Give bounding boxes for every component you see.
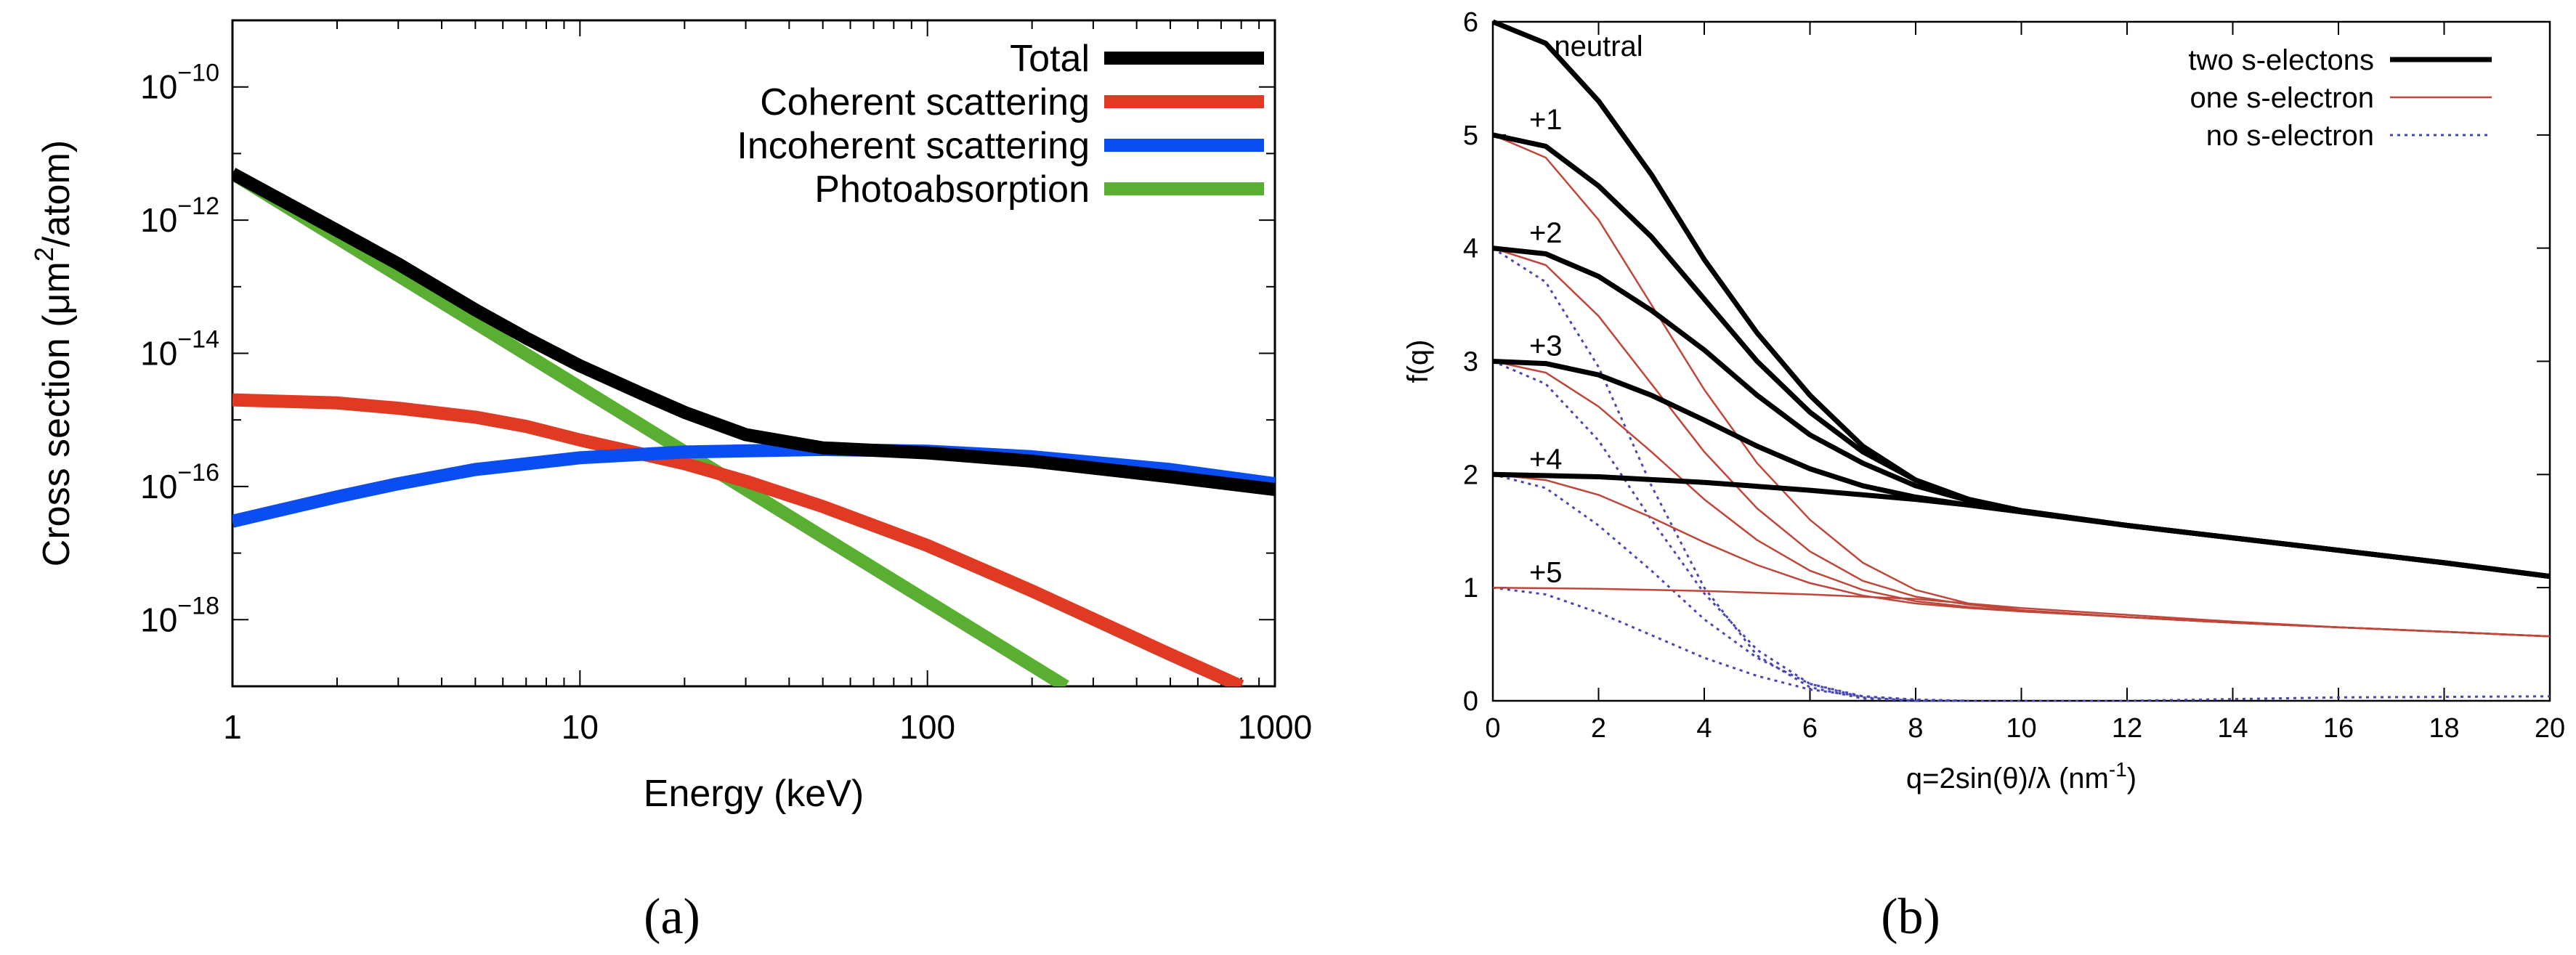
legend-label-total: Total: [1010, 38, 1090, 80]
x-tick-label: 18: [2429, 713, 2459, 744]
charge-label-1: +1: [1529, 104, 1563, 136]
charge-label-2: +2: [1529, 217, 1563, 249]
caption-a: (a): [644, 889, 700, 945]
y-tick-label: 10−10: [140, 60, 219, 106]
legend-label-two-s-electons: two s-electons: [2188, 44, 2374, 76]
y-tick-label: 10−18: [140, 592, 219, 638]
y-tick-base: 10: [140, 601, 177, 638]
charge-label-neutral: neutral: [1554, 31, 1643, 62]
series-line-no-s-electron-2: [1493, 247, 1916, 702]
x-axis-title-part: ): [2127, 763, 2136, 795]
y-axis-title-exp: 2: [29, 247, 59, 261]
y-tick-base: 10: [140, 468, 177, 505]
plot-frame-b: [1491, 20, 2551, 702]
y-tick-label: 4: [1463, 234, 1478, 264]
series-line-photoabsorption: [232, 168, 1069, 686]
charge-label-4: +4: [1529, 444, 1563, 476]
series-line-two-s-electons-3: [1493, 359, 2550, 580]
legend-label-one-s-electron: one s-electron: [2190, 82, 2374, 114]
charge-label-3: +3: [1529, 330, 1563, 362]
y-tick-label: 6: [1463, 7, 1478, 38]
x-tick-label: 10: [562, 708, 599, 746]
y-axis-title-part: Cross section (: [36, 314, 78, 566]
y-tick-base: 10: [140, 201, 177, 239]
series-line-one-s-electron-3: [1493, 360, 2550, 638]
y-tick-exp: −16: [177, 459, 219, 487]
y-tick-label: 10−14: [140, 326, 219, 373]
series-line-one-s-electron-1: [1493, 134, 2550, 638]
y-axis-title: f(q): [1402, 340, 1434, 383]
x-tick-label: 2: [1591, 713, 1606, 744]
series-group-b: [1493, 19, 2550, 702]
x-axis-title: q=2sin(θ)/λ (nm-1): [1906, 758, 2136, 795]
y-tick-label: 2: [1463, 460, 1478, 490]
series-line-two-s-electons-4: [1493, 471, 2550, 580]
x-tick-label: 12: [2112, 713, 2142, 744]
y-tick-exp: −12: [177, 192, 219, 220]
plot-frame-a: [231, 19, 1276, 688]
x-tick-label: 16: [2323, 713, 2354, 744]
series-line-coherent-scattering: [232, 393, 1244, 686]
y-axis-title-part: /atom): [36, 140, 78, 247]
charge-label-5: +5: [1529, 556, 1563, 588]
x-tick-label: 4: [1696, 713, 1712, 744]
y-tick-label: 10−12: [140, 192, 219, 239]
x-tick-label: 6: [1802, 713, 1818, 744]
y-tick-exp: −18: [177, 592, 219, 619]
series-line-no-s-electron-tail: [1916, 695, 2550, 702]
y-tick-label: 1: [1463, 573, 1478, 604]
chart-a: 1 10 100 100010−1810−1610−1410−1210−10Energ…: [29, 19, 1312, 815]
y-tick-label: 0: [1463, 686, 1478, 717]
y-tick-base: 10: [140, 335, 177, 373]
x-tick-label: 100: [899, 708, 955, 746]
series-line-two-s-electons-neutral: [1493, 19, 2550, 580]
x-tick-label: 10: [2006, 713, 2036, 744]
y-tick-exp: −14: [177, 326, 219, 354]
x-tick-label: 8: [1908, 713, 1923, 744]
series-line-no-s-electron-5: [1493, 586, 1969, 702]
y-tick-base: 10: [140, 68, 177, 106]
x-axis-title: Energy (keV): [644, 773, 864, 815]
series-group-a: [232, 168, 1275, 686]
caption-b: (b): [1881, 889, 1940, 945]
x-axis-title-part: q=2sin(θ)/λ (nm: [1906, 763, 2109, 795]
x-tick-label: 14: [2217, 713, 2248, 744]
y-tick-label: 3: [1463, 347, 1478, 378]
x-tick-label: 1: [223, 708, 242, 746]
y-axis-title: Cross section (μm2/atom): [29, 140, 78, 566]
x-tick-label: 20: [2535, 713, 2565, 744]
legend-label-photoabsorption: Photoabsorption: [814, 168, 1090, 211]
legend-label-no-s-electron: no s-electron: [2206, 120, 2374, 152]
y-tick-label: 5: [1463, 121, 1478, 151]
legend-label-incoherent-scattering: Incoherent scattering: [737, 125, 1090, 167]
x-axis-title-exp: -1: [2109, 758, 2127, 781]
y-axis-title-unit: μm: [36, 261, 78, 314]
x-tick-label: 0: [1485, 713, 1500, 744]
y-tick-label: 10−16: [140, 459, 219, 505]
series-line-no-s-electron-3: [1493, 360, 1916, 702]
series-line-one-s-electron-5: [1493, 586, 2550, 638]
series-line-total: [232, 168, 1275, 497]
y-tick-exp: −10: [177, 60, 219, 87]
legend-label-coherent-scattering: Coherent scattering: [760, 81, 1090, 123]
x-tick-label: 1000: [1238, 708, 1312, 746]
series-line-two-s-electons-2: [1493, 245, 2550, 580]
